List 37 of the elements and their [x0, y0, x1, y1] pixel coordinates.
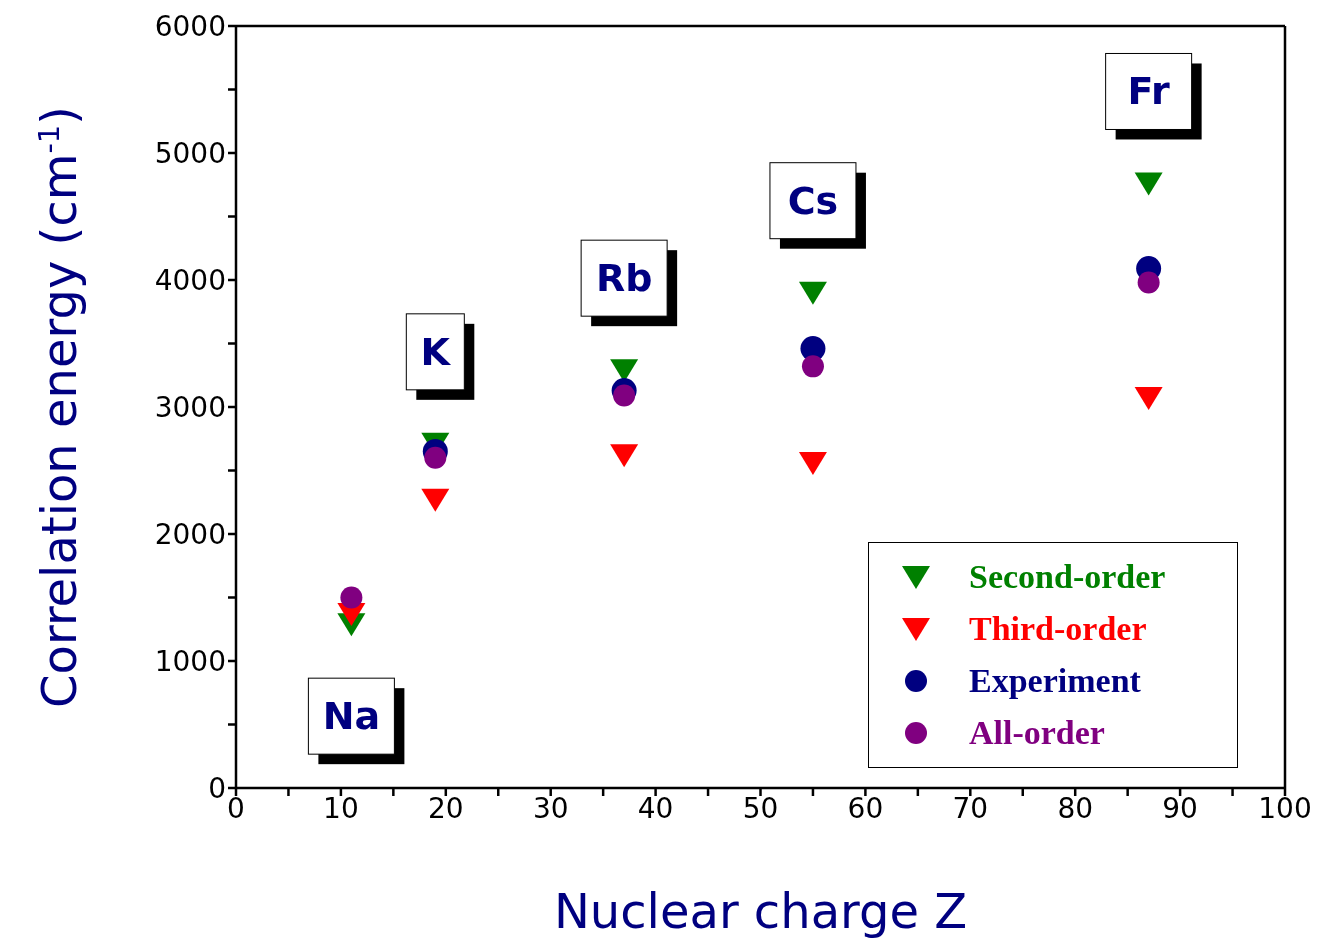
- legend-label: All-order: [969, 714, 1105, 752]
- annotation: K: [420, 329, 452, 374]
- point: [610, 444, 639, 468]
- point: [798, 451, 827, 475]
- y-tick-label: 5000: [154, 136, 226, 170]
- x-axis-title: Nuclear charge Z: [553, 883, 968, 939]
- y-tick-label: 6000: [154, 9, 226, 43]
- x-tick-label: 100: [1258, 791, 1312, 825]
- legend-label: Experiment: [969, 662, 1141, 700]
- y-tick-label: 1000: [154, 644, 226, 678]
- y-tick-label: 4000: [154, 263, 226, 297]
- point: [798, 281, 827, 305]
- annotation: Na: [322, 694, 381, 739]
- legend-label: Third-order: [969, 610, 1147, 648]
- annotation: Fr: [1127, 69, 1171, 114]
- x-tick-label: 10: [323, 791, 359, 825]
- x-tick-label: 20: [427, 791, 464, 825]
- point: [340, 586, 363, 609]
- point: [1137, 271, 1160, 294]
- x-tick-label: 50: [742, 791, 779, 825]
- point: [424, 446, 447, 469]
- x-tick-label: 30: [532, 791, 569, 825]
- annotation: Rb: [595, 256, 653, 301]
- point: [613, 384, 636, 407]
- point: [1134, 172, 1163, 196]
- point: [421, 488, 450, 512]
- point: [801, 355, 824, 378]
- y-tick-label: 2000: [154, 517, 226, 551]
- annotation: Cs: [787, 178, 839, 223]
- x-tick-label: 40: [637, 791, 674, 825]
- y-tick-label: 3000: [154, 390, 226, 424]
- x-tick-label: 70: [952, 791, 989, 825]
- x-tick-label: 80: [1057, 791, 1094, 825]
- x-tick-label: 90: [1162, 791, 1198, 825]
- x-tick-label: 60: [847, 791, 884, 825]
- legend-label: Second-order: [969, 558, 1166, 596]
- point: [1134, 387, 1163, 411]
